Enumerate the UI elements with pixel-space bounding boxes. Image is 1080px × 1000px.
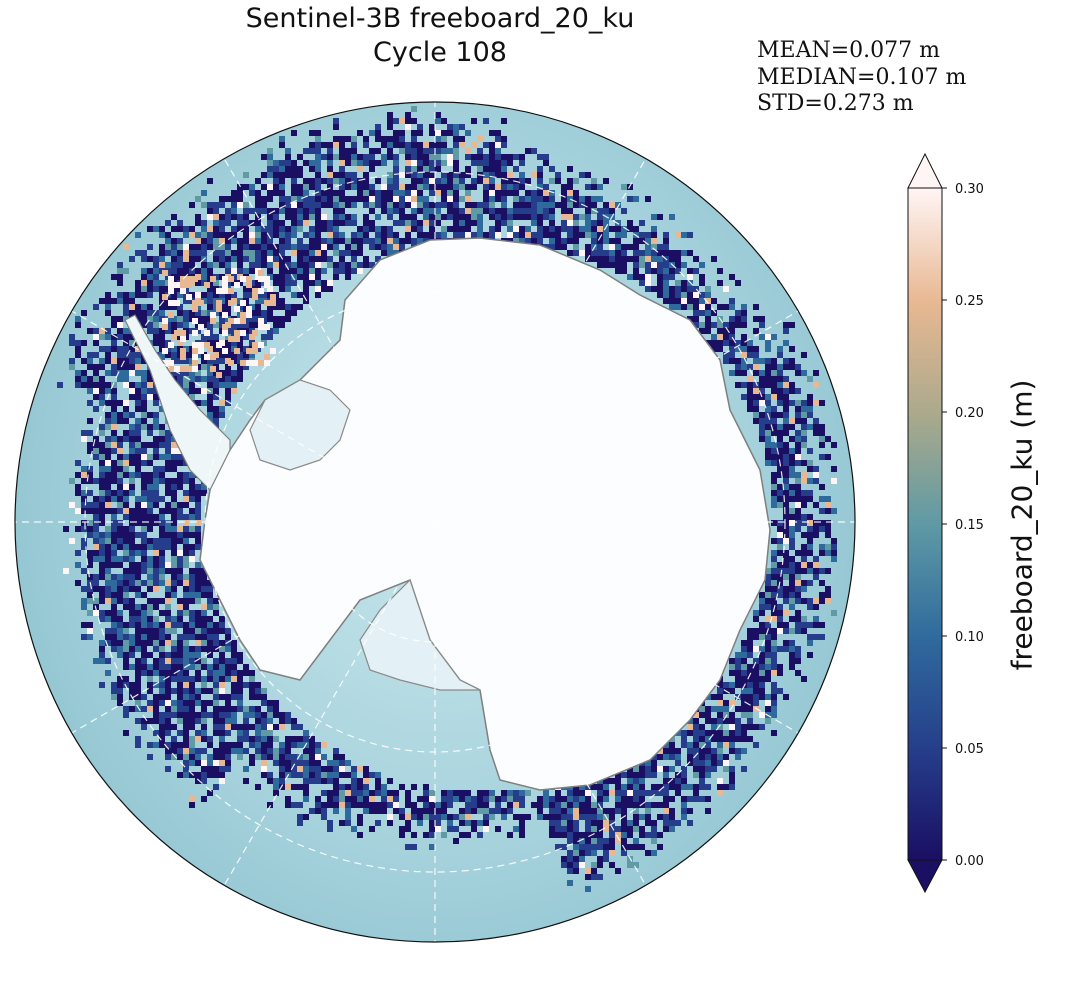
antarctic-peninsula [124,314,231,492]
map-subtitle: Cycle 108 [373,37,507,68]
colorbar-tick-label: 0.10 [955,630,984,645]
colorbar-tick-label: 0.30 [955,182,984,197]
polar-map [14,101,856,943]
map-boundary [14,101,856,943]
map-title: Sentinel-3B freeboard_20_ku [245,3,635,34]
ronne-ice-shelf [249,379,351,471]
colorbar-tick-label: 0.05 [955,742,984,757]
colorbar-label: freeboard_20_ku (m) [1005,379,1039,671]
colorbar-extend-max [907,152,943,189]
colorbar-tick-label: 0.25 [955,294,984,309]
stat-median: MEDIAN=0.107 m [757,65,967,90]
ross-ice-shelf [359,578,481,691]
stat-mean: MEAN=0.077 m [757,38,940,63]
colorbar-ticks: 0.00 0.05 0.10 0.15 0.20 0.25 0.30 [942,182,984,869]
sea-ice-freeboard-cells [57,106,837,892]
colorbar-tick-label: 0.15 [955,518,984,533]
colorbar-extend-min [907,859,943,894]
colorbar-gradient [907,187,943,861]
stat-std: STD=0.273 m [757,91,914,116]
graticule [15,102,855,942]
colorbar-tick-label: 0.00 [955,854,984,869]
colorbar-tick-label: 0.20 [955,406,984,421]
colorbar: 0.00 0.05 0.10 0.15 0.20 0.25 0.30 [907,152,984,894]
